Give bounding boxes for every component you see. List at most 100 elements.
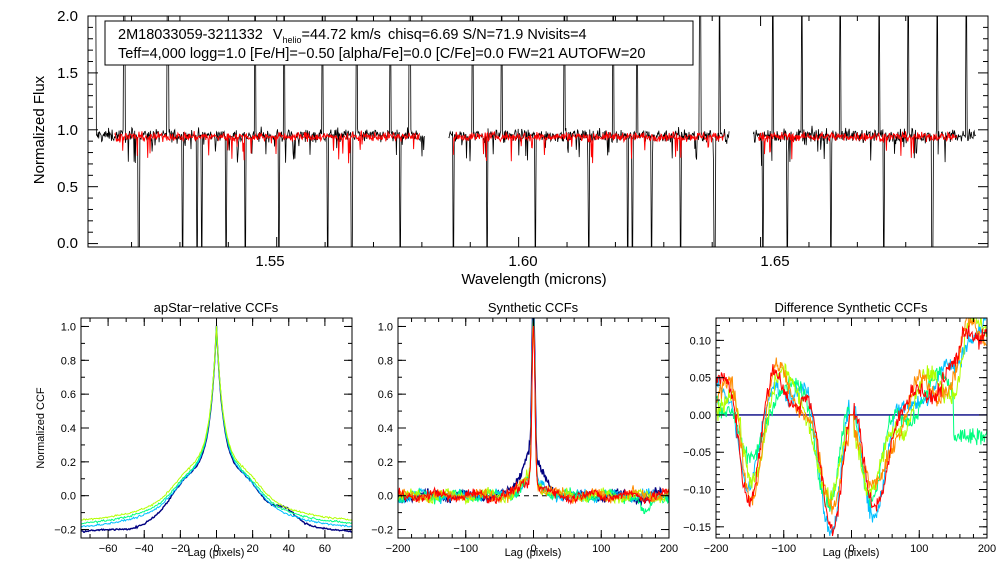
difference-ytick-labels: −0.15 −0.10 −0.05 0.00 0.05 0.10 — [683, 335, 711, 533]
synthetic-ccf-panel: Synthetic CCFs −200 −100 0 100 200 −0.2 0.0 0.… — [371, 300, 679, 559]
ytick-label: 0.0 — [61, 491, 76, 503]
spec-ytick-label: 2.0 — [57, 8, 78, 25]
ytick-label: −0.2 — [371, 525, 393, 537]
synthetic-ccf-line — [398, 326, 669, 504]
spectrum-plot-area — [95, 16, 977, 247]
xtick-label: 100 — [910, 543, 928, 555]
xtick-label: −20 — [171, 543, 190, 555]
synthetic-xlabel: Lag (pixels) — [505, 547, 562, 559]
ytick-label: 1.0 — [61, 321, 76, 333]
synthetic-ytick-labels: −0.2 0.0 0.2 0.4 0.6 0.8 1.0 — [371, 321, 393, 536]
ytick-label: 1.0 — [378, 321, 393, 333]
ytick-label: −0.10 — [683, 485, 711, 497]
ytick-label: 0.8 — [61, 355, 76, 367]
ytick-label: −0.2 — [54, 525, 76, 537]
apstar-title: apStar−relative CCFs — [154, 300, 279, 315]
synthetic-ccf-line — [398, 318, 669, 515]
vhelio-sub: helio — [283, 35, 302, 45]
spectrum-frame — [87, 15, 989, 248]
synthetic-ccf-line — [398, 318, 669, 504]
synthetic-ticks — [397, 318, 670, 538]
spec-xtick-label: 1.55 — [255, 253, 284, 270]
ytick-label: −0.15 — [683, 522, 711, 534]
apstar-ticks — [81, 318, 352, 538]
difference-ccf-line — [716, 325, 987, 537]
xtick-label: 200 — [978, 543, 996, 555]
ytick-label: 0.05 — [690, 373, 711, 385]
spec-ytick-label: 0.0 — [57, 235, 78, 252]
xtick-label: 0 — [848, 543, 854, 555]
spec-ylabel: Normalized Flux — [31, 75, 48, 184]
apstar-ccf-line — [81, 326, 352, 521]
synthetic-frame — [397, 317, 670, 539]
star-id: 2M18033059-3211332 — [118, 27, 263, 43]
difference-ccf-line — [716, 318, 987, 515]
xtick-label: −100 — [771, 543, 796, 555]
vhelio-prefix: V — [273, 27, 283, 43]
ytick-label: 0.2 — [378, 457, 393, 469]
ytick-label: −0.05 — [683, 447, 711, 459]
spec-xlabel: Wavelength (microns) — [461, 271, 606, 288]
spec-xtick-label: 1.60 — [508, 253, 537, 270]
xtick-label: 60 — [319, 543, 331, 555]
xtick-label: −200 — [704, 543, 729, 555]
fit-stats: chisq=6.69 S/N=71.9 Nvisits=4 — [388, 27, 587, 43]
model-spectrum-line — [452, 130, 725, 164]
apstar-ccf-lines — [81, 325, 352, 533]
ytick-label: 0.00 — [690, 410, 711, 422]
ytick-label: 0.6 — [61, 389, 76, 401]
ytick-label: 0.6 — [378, 389, 393, 401]
xtick-label: −100 — [453, 543, 478, 555]
spectrum-panel: 2.0 1.5 1.0 0.5 0.0 1.55 1.60 1.65 Wavel… — [31, 8, 989, 288]
xtick-label: −60 — [99, 543, 118, 555]
info-line-1: 2M18033059-3211332 Vhelio=44.72 km/s chisq… — [118, 27, 587, 45]
apstar-ccf-line — [81, 326, 352, 525]
difference-frame — [715, 317, 988, 539]
info-line-2: Teff=4,000 logg=1.0 [Fe/H]=−0.50 [alpha/… — [118, 46, 645, 62]
xtick-label: 200 — [660, 543, 678, 555]
xtick-label: 20 — [247, 543, 259, 555]
apstar-ccf-line — [81, 325, 352, 528]
synthetic-xtick-labels: −200 −100 0 100 200 — [386, 543, 679, 555]
difference-ccf-panel: Difference Synthetic CCFs −200 −100 0 100 20… — [683, 300, 996, 559]
synthetic-ccf-lines — [398, 318, 669, 515]
apstar-ccf-panel: apStar−relative CCFs −60 −40 −20 0 20 40 60 −0… — [35, 300, 353, 559]
difference-ccf-lines — [716, 318, 987, 537]
info-box — [104, 20, 694, 66]
synthetic-ccf-line — [398, 324, 669, 505]
observed-spectrum-line — [752, 16, 977, 247]
xtick-label: −200 — [386, 543, 411, 555]
ytick-label: 0.8 — [378, 355, 393, 367]
ytick-label: 0.4 — [378, 423, 393, 435]
spec-ytick-label: 0.5 — [57, 179, 78, 196]
difference-ccf-line — [716, 318, 987, 537]
difference-xtick-labels: −200 −100 0 100 200 — [704, 543, 997, 555]
ytick-label: 0.2 — [61, 457, 76, 469]
synthetic-ccf-line — [398, 318, 669, 506]
xtick-label: 0 — [530, 543, 536, 555]
spec-xtick-label: 1.65 — [760, 253, 789, 270]
vhelio-value: =44.72 km/s — [302, 27, 381, 43]
spec-ytick-label: 1.5 — [57, 65, 78, 82]
difference-ticks — [715, 318, 988, 538]
ytick-label: 0.4 — [61, 423, 76, 435]
apstar-ylabel: Normalized CCF — [35, 387, 47, 469]
difference-title: Difference Synthetic CCFs — [775, 300, 928, 315]
xtick-label: 0 — [213, 543, 219, 555]
ytick-label: 0.10 — [690, 335, 711, 347]
apstar-xlabel: Lag (pixels) — [188, 547, 245, 559]
xtick-label: 40 — [283, 543, 295, 555]
apstar-ytick-labels: −0.2 0.0 0.2 0.4 0.6 0.8 1.0 — [54, 321, 76, 536]
ytick-label: 0.0 — [378, 491, 393, 503]
apstar-frame — [80, 317, 353, 539]
observed-spectrum-line — [95, 16, 425, 247]
apstar-xtick-labels: −60 −40 −20 0 20 40 60 — [99, 543, 331, 555]
spec-ytick-label: 1.0 — [57, 122, 78, 139]
xtick-label: −40 — [135, 543, 154, 555]
apstar-ccf-line — [81, 325, 352, 533]
xtick-label: 100 — [592, 543, 610, 555]
difference-xlabel: Lag (pixels) — [823, 547, 880, 559]
model-spectrum-line — [757, 130, 957, 160]
model-spectrum-line — [114, 130, 420, 164]
